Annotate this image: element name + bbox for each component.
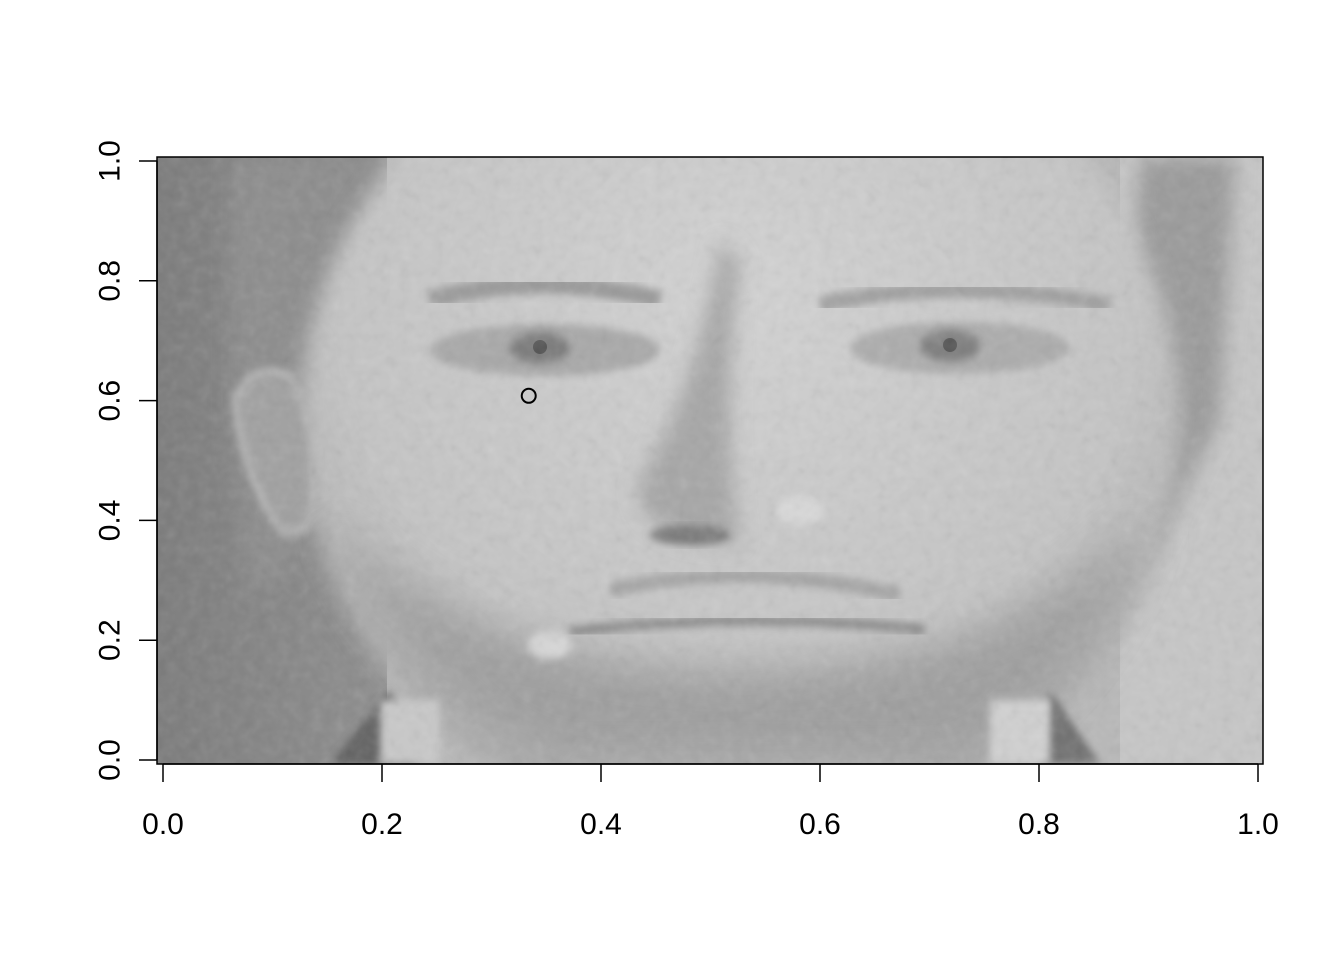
points-layer [520,387,537,404]
x-tick-label: 0.0 [142,808,184,841]
y-axis: 0.0 0.2 0.4 0.6 0.8 1.0 [94,140,158,781]
x-tick-label: 0.4 [580,808,622,841]
y-tick-label: 0.0 [94,739,127,781]
x-tick-label: 0.8 [1018,808,1060,841]
x-axis: 0.0 0.2 0.4 0.6 0.8 1.0 [142,763,1279,841]
face-image [157,157,1263,764]
y-tick-label: 0.2 [94,619,127,661]
x-tick-label: 0.6 [799,808,841,841]
y-tick-label: 0.8 [94,260,127,302]
x-tick-label: 1.0 [1237,808,1279,841]
x-tick-label: 0.2 [361,808,403,841]
y-tick-label: 0.4 [94,500,127,542]
y-tick-label: 1.0 [94,140,127,182]
y-tick-label: 0.6 [94,380,127,422]
data-point [520,387,537,404]
